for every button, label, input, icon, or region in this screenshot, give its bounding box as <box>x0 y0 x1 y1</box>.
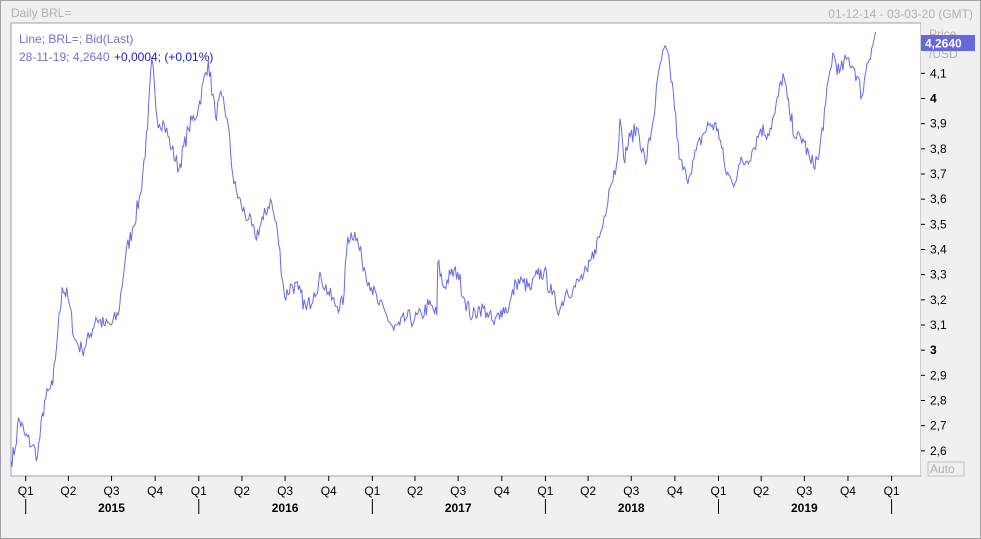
x-quarter-label: Q1 <box>884 484 900 498</box>
legend-change: +0,0004; (+0,01%) <box>114 50 213 64</box>
x-quarter-label: Q2 <box>234 484 250 498</box>
x-quarter-label: Q3 <box>277 484 293 498</box>
y-tick-label: 4 <box>930 92 937 106</box>
y-tick-label: 3 <box>930 343 937 357</box>
x-quarter-label: Q4 <box>840 484 856 498</box>
y-tick-label: 2,8 <box>930 394 947 408</box>
price-axis-panel[interactable] <box>921 23 966 476</box>
x-year-label: 2015 <box>98 501 125 515</box>
x-quarter-label: Q1 <box>18 484 34 498</box>
x-quarter-label: Q1 <box>711 484 727 498</box>
y-axis-ticks: 2,6 2,7 2,8 2,9 3 3,1 3,2 3,3 3,4 3,5 3,6 3,7 3,8 3,9… <box>921 66 947 458</box>
legend-last-value: 28-11-19; 4,2640 <box>19 50 110 64</box>
x-quarter-label: Q3 <box>796 484 812 498</box>
x-quarter-label: Q2 <box>753 484 769 498</box>
legend-line-2: 28-11-19; 4,2640 +0,0004; (+0,01%) <box>19 48 213 65</box>
y-tick-label: 3,2 <box>930 293 947 307</box>
y-tick-label: 4,1 <box>930 66 947 80</box>
y-tick-label: 3,4 <box>930 243 947 257</box>
y-tick-label: 3,5 <box>930 217 947 231</box>
y-tick-label: 3,1 <box>930 318 947 332</box>
x-quarter-label: Q2 <box>60 484 76 498</box>
x-quarter-label: Q2 <box>580 484 596 498</box>
last-value-label: 4,2640 <box>925 37 962 51</box>
x-axis: Q1 Q2 Q3 Q4 Q1 Q2 Q3 Q4 Q1 Q2 Q3 Q4 Q1 Q2 Q3 Q4 Q1 Q2 Q3 Q4… <box>18 476 900 515</box>
x-quarter-label: Q3 <box>450 484 466 498</box>
x-year-label: 2016 <box>272 501 299 515</box>
y-tick-label: 3,7 <box>930 167 947 181</box>
y-tick-label: 3,9 <box>930 117 947 131</box>
date-range-label: 01-12-14 - 03-03-20 (GMT) <box>828 7 973 21</box>
last-value-marker <box>921 35 975 51</box>
x-year-label: 2017 <box>445 501 472 515</box>
x-quarter-label: Q3 <box>623 484 639 498</box>
x-quarter-label: Q4 <box>321 484 337 498</box>
x-quarter-label: Q4 <box>494 484 510 498</box>
y-tick-label: 3,6 <box>930 192 947 206</box>
window-title: Daily BRL= <box>11 6 72 20</box>
x-quarter-label: Q1 <box>191 484 207 498</box>
auto-scale-label: Auto <box>930 462 955 476</box>
title-bar: Daily BRL= 01-12-14 - 03-03-20 (GMT) <box>1 1 980 23</box>
series-line-brl[interactable] <box>10 32 876 467</box>
plot-area[interactable] <box>10 22 922 477</box>
x-quarter-label: Q1 <box>364 484 380 498</box>
x-quarter-label: Q1 <box>537 484 553 498</box>
x-quarter-label: Q2 <box>407 484 423 498</box>
x-year-label: 2019 <box>791 501 818 515</box>
x-year-label: 2018 <box>618 501 645 515</box>
legend-line-1: Line; BRL=; Bid(Last) <box>19 32 133 46</box>
x-quarter-label: Q3 <box>104 484 120 498</box>
y-tick-label: 3,8 <box>930 142 947 156</box>
auto-scale-button[interactable] <box>927 461 965 477</box>
y-tick-label: 3,3 <box>930 268 947 282</box>
y-tick-label: 2,6 <box>930 444 947 458</box>
y-tick-label: 2,9 <box>930 368 947 382</box>
y-tick-label: 2,7 <box>930 419 947 433</box>
x-quarter-label: Q4 <box>147 484 163 498</box>
x-quarter-label: Q4 <box>667 484 683 498</box>
